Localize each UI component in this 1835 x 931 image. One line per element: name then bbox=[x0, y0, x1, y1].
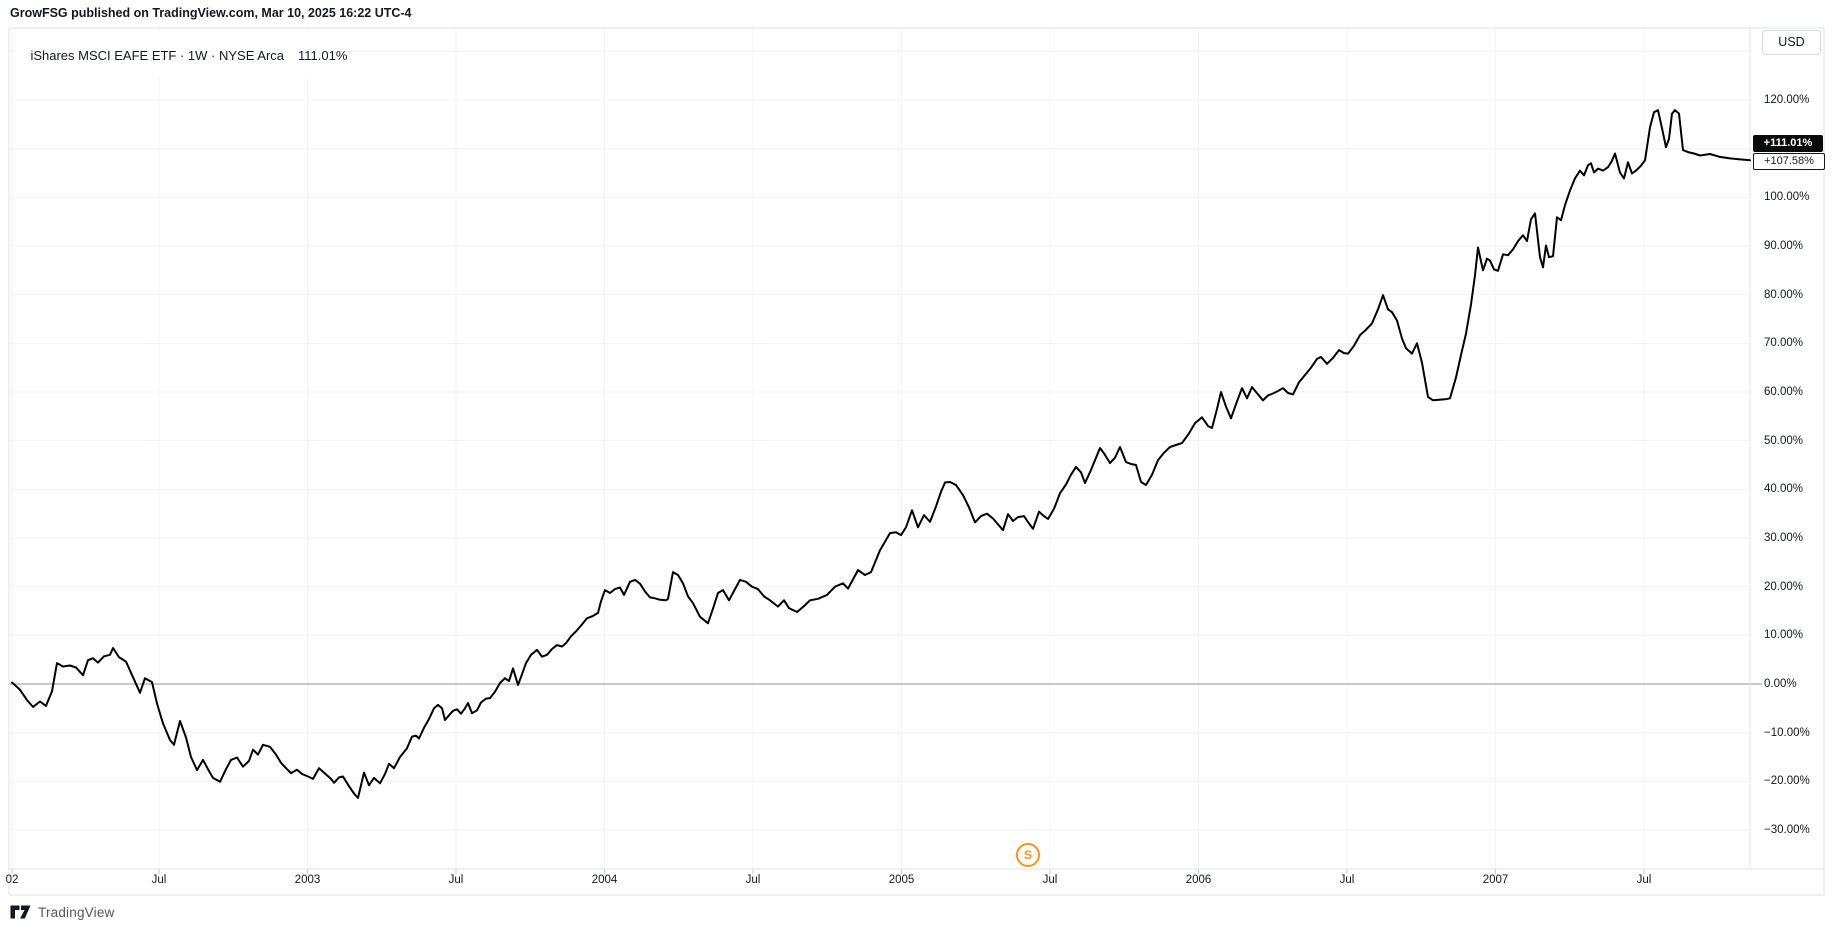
time-scale-label: 2006 bbox=[1185, 874, 1212, 886]
series-line[interactable] bbox=[11, 109, 1751, 799]
price-scale-label: 0.00% bbox=[1764, 678, 1797, 690]
price-scale-label: −10.00% bbox=[1764, 726, 1810, 739]
time-scale-label: 2004 bbox=[591, 874, 618, 886]
price-scale-label: 20.00% bbox=[1764, 580, 1804, 593]
symbol-legend[interactable]: iShares MSCI EAFE ETF · 1W · NYSE Arca 11… bbox=[16, 33, 352, 78]
time-scale-label: Jul bbox=[745, 874, 761, 886]
price-scale-label: 70.00% bbox=[1764, 337, 1804, 350]
price-scale-label: 40.00% bbox=[1764, 483, 1804, 496]
split-event-label: S bbox=[1023, 848, 1032, 862]
currency-usd-button[interactable]: USD bbox=[1762, 30, 1821, 55]
price-scale-label: −30.00% bbox=[1764, 824, 1810, 836]
price-scale-label: 30.00% bbox=[1764, 531, 1804, 544]
tradingview-logo-text[interactable]: TradingView bbox=[38, 904, 115, 920]
time-scale-label: 2003 bbox=[294, 874, 321, 886]
time-scale-label: 2005 bbox=[888, 874, 915, 886]
price-scale-label: 120.00% bbox=[1764, 93, 1810, 106]
price-scale-label: 80.00% bbox=[1764, 288, 1804, 301]
symbol-change-value: 111.01% bbox=[298, 48, 348, 63]
footer: TradingView bbox=[10, 902, 115, 922]
time-scale-label: Jul bbox=[1636, 874, 1652, 886]
split-event-marker[interactable]: S bbox=[1016, 843, 1040, 867]
time-scale-label: Jul bbox=[151, 874, 167, 886]
price-scale-label: 100.00% bbox=[1764, 191, 1810, 204]
time-scale-label: Jul bbox=[448, 874, 464, 886]
price-scale-label: 90.00% bbox=[1764, 239, 1804, 252]
last-value-badge: +111.01% bbox=[1753, 135, 1823, 152]
time-scale-label: Jul bbox=[1339, 874, 1355, 886]
symbol-title: iShares MSCI EAFE ETF · 1W · NYSE Arca bbox=[30, 48, 285, 63]
price-scale-label: 60.00% bbox=[1764, 385, 1804, 398]
price-scale-label: −20.00% bbox=[1764, 775, 1810, 788]
publish-header: GrowFSG published on TradingView.com, Ma… bbox=[10, 6, 412, 20]
secondary-value-badge: +107.58% bbox=[1753, 152, 1825, 170]
tradingview-logo-icon[interactable] bbox=[10, 905, 31, 919]
price-scale-label: 10.00% bbox=[1764, 629, 1804, 642]
price-scale-label: 50.00% bbox=[1764, 434, 1804, 447]
time-scale-label: Jul bbox=[1042, 874, 1058, 886]
time-scale-label: 02 bbox=[5, 874, 19, 886]
time-scale-label: 2007 bbox=[1482, 874, 1509, 886]
